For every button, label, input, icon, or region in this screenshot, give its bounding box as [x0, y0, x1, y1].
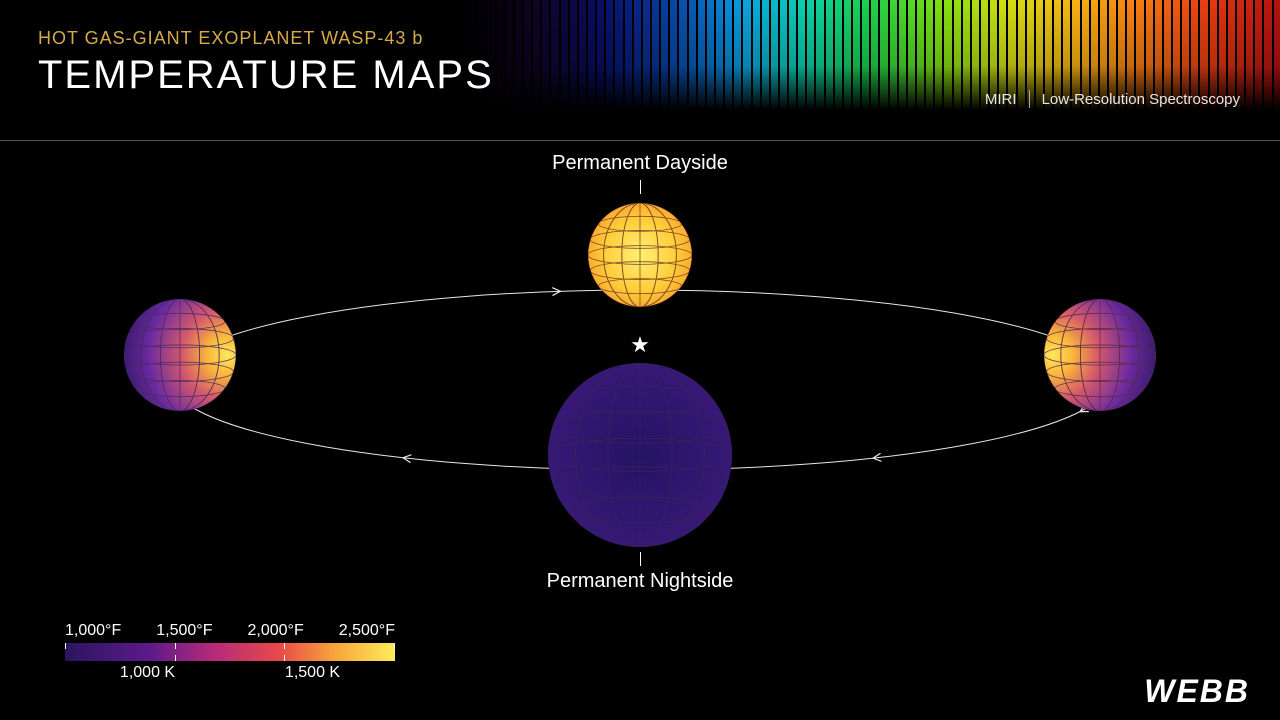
scale-gradient-bar	[65, 643, 395, 661]
instrument-name: MIRI	[985, 91, 1017, 108]
webb-logo: WEBB	[1144, 673, 1250, 710]
scale-top-labels: 1,000°F 1,500°F 2,000°F 2,500°F	[65, 622, 395, 640]
divider	[0, 140, 1280, 141]
dayside-label: Permanent Dayside	[552, 152, 728, 175]
scale-bottom-labels: 1,000 K 1,500 K	[65, 664, 395, 682]
scale-f-label: 2,000°F	[248, 622, 304, 640]
temperature-map-diagram: Permanent Dayside ★ Permanent Nightside	[0, 150, 1280, 620]
nightside-tick	[640, 552, 641, 566]
scale-k-label: 1,500 K	[285, 664, 340, 682]
orbit-svg	[0, 150, 1280, 620]
temperature-scale: 1,000°F 1,500°F 2,000°F 2,500°F 1,000 K 1,50…	[65, 622, 395, 682]
header: HOT GAS-GIANT EXOPLANET WASP-43 b TEMPER…	[38, 28, 494, 98]
scale-k-label: 1,000 K	[120, 664, 175, 682]
scale-f-label: 1,500°F	[156, 622, 212, 640]
scale-f-label: 2,500°F	[339, 622, 395, 640]
scale-f-label: 1,000°F	[65, 622, 121, 640]
subtitle: HOT GAS-GIANT EXOPLANET WASP-43 b	[38, 28, 494, 49]
instrument-mode: Low-Resolution Spectroscopy	[1042, 91, 1240, 108]
main-title: TEMPERATURE MAPS	[38, 53, 494, 98]
instrument-label: MIRI Low-Resolution Spectroscopy	[985, 90, 1240, 108]
separator	[1029, 90, 1030, 108]
dayside-tick	[640, 180, 641, 194]
nightside-label: Permanent Nightside	[547, 570, 734, 593]
star-icon: ★	[630, 332, 650, 358]
